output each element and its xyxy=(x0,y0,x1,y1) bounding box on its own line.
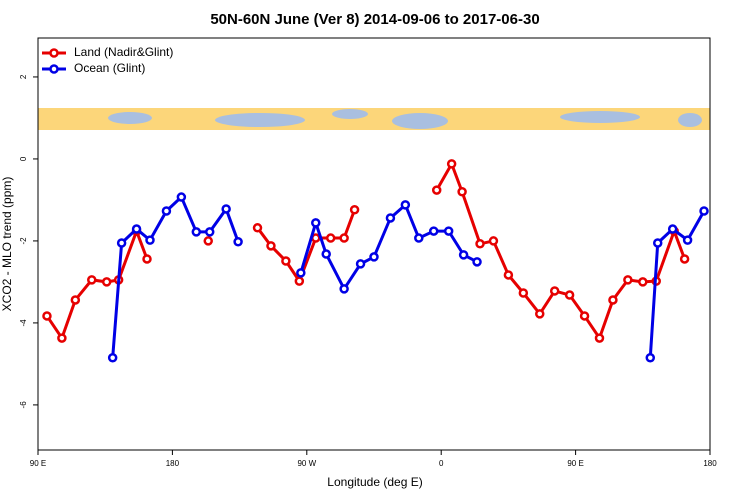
point xyxy=(296,268,306,278)
point xyxy=(638,277,648,287)
x-tick-label: 90 W xyxy=(297,459,316,468)
point xyxy=(349,205,360,215)
point xyxy=(281,256,291,266)
point xyxy=(699,206,709,216)
point xyxy=(101,277,112,287)
point xyxy=(472,257,482,267)
y-axis-label: XCO2 - MLO trend (ppm) xyxy=(0,177,14,312)
point xyxy=(355,259,366,269)
point xyxy=(623,275,633,285)
legend-label: Ocean (Glint) xyxy=(74,61,145,75)
point xyxy=(294,276,305,286)
point xyxy=(608,295,618,305)
legend-marker xyxy=(49,64,59,74)
point xyxy=(42,311,52,321)
point xyxy=(191,227,202,237)
point xyxy=(458,250,469,260)
point xyxy=(503,270,514,280)
point xyxy=(57,333,67,343)
point xyxy=(311,218,321,228)
y-tick-label: -6 xyxy=(19,401,28,409)
x-tick-label: 180 xyxy=(166,459,180,468)
point xyxy=(431,185,442,195)
point xyxy=(116,238,127,248)
x-axis-label: Longitude (deg E) xyxy=(327,475,422,489)
point xyxy=(252,223,263,233)
x-tick-label: 90 E xyxy=(567,459,583,468)
point xyxy=(564,290,575,300)
x-tick-label: 180 xyxy=(703,459,717,468)
point xyxy=(414,233,424,243)
y-tick-label: 0 xyxy=(19,156,28,161)
point xyxy=(142,254,152,264)
point xyxy=(446,159,457,169)
point xyxy=(339,284,349,294)
point xyxy=(535,309,545,319)
point xyxy=(652,238,663,248)
y-tick-label: -2 xyxy=(19,237,28,245)
series-line xyxy=(45,160,687,342)
legend-marker xyxy=(49,48,59,58)
point xyxy=(176,192,187,202)
x-tick-label: 0 xyxy=(439,459,444,468)
point xyxy=(475,239,485,249)
point xyxy=(145,235,155,245)
point xyxy=(679,254,690,264)
point xyxy=(645,353,656,363)
point xyxy=(70,295,81,305)
point xyxy=(203,236,213,246)
point xyxy=(321,249,331,259)
point xyxy=(325,233,336,243)
point xyxy=(594,333,605,343)
point xyxy=(667,224,678,234)
point xyxy=(428,226,439,236)
point xyxy=(385,213,396,223)
x-tick-label: 90 E xyxy=(30,459,46,468)
point xyxy=(221,204,231,214)
point xyxy=(457,186,467,197)
series-line xyxy=(111,194,706,358)
point xyxy=(518,288,529,298)
point xyxy=(488,236,499,246)
point xyxy=(443,226,454,236)
point xyxy=(131,224,142,234)
point xyxy=(87,275,97,285)
point xyxy=(369,252,379,262)
point xyxy=(204,227,215,237)
point xyxy=(400,200,411,210)
point xyxy=(233,236,243,247)
point xyxy=(579,311,590,321)
legend-label: Land (Nadir&Glint) xyxy=(74,45,173,59)
point xyxy=(682,235,693,245)
map-strip xyxy=(38,108,710,130)
chart-title: 50N-60N June (Ver 8) 2014-09-06 to 2017-… xyxy=(210,11,539,28)
point xyxy=(266,241,276,251)
point xyxy=(339,233,349,243)
plot-frame xyxy=(37,37,711,451)
y-tick-label: 2 xyxy=(19,74,28,79)
point xyxy=(161,206,172,216)
point xyxy=(549,286,560,296)
y-tick-label: -4 xyxy=(19,319,28,327)
point xyxy=(107,353,118,363)
